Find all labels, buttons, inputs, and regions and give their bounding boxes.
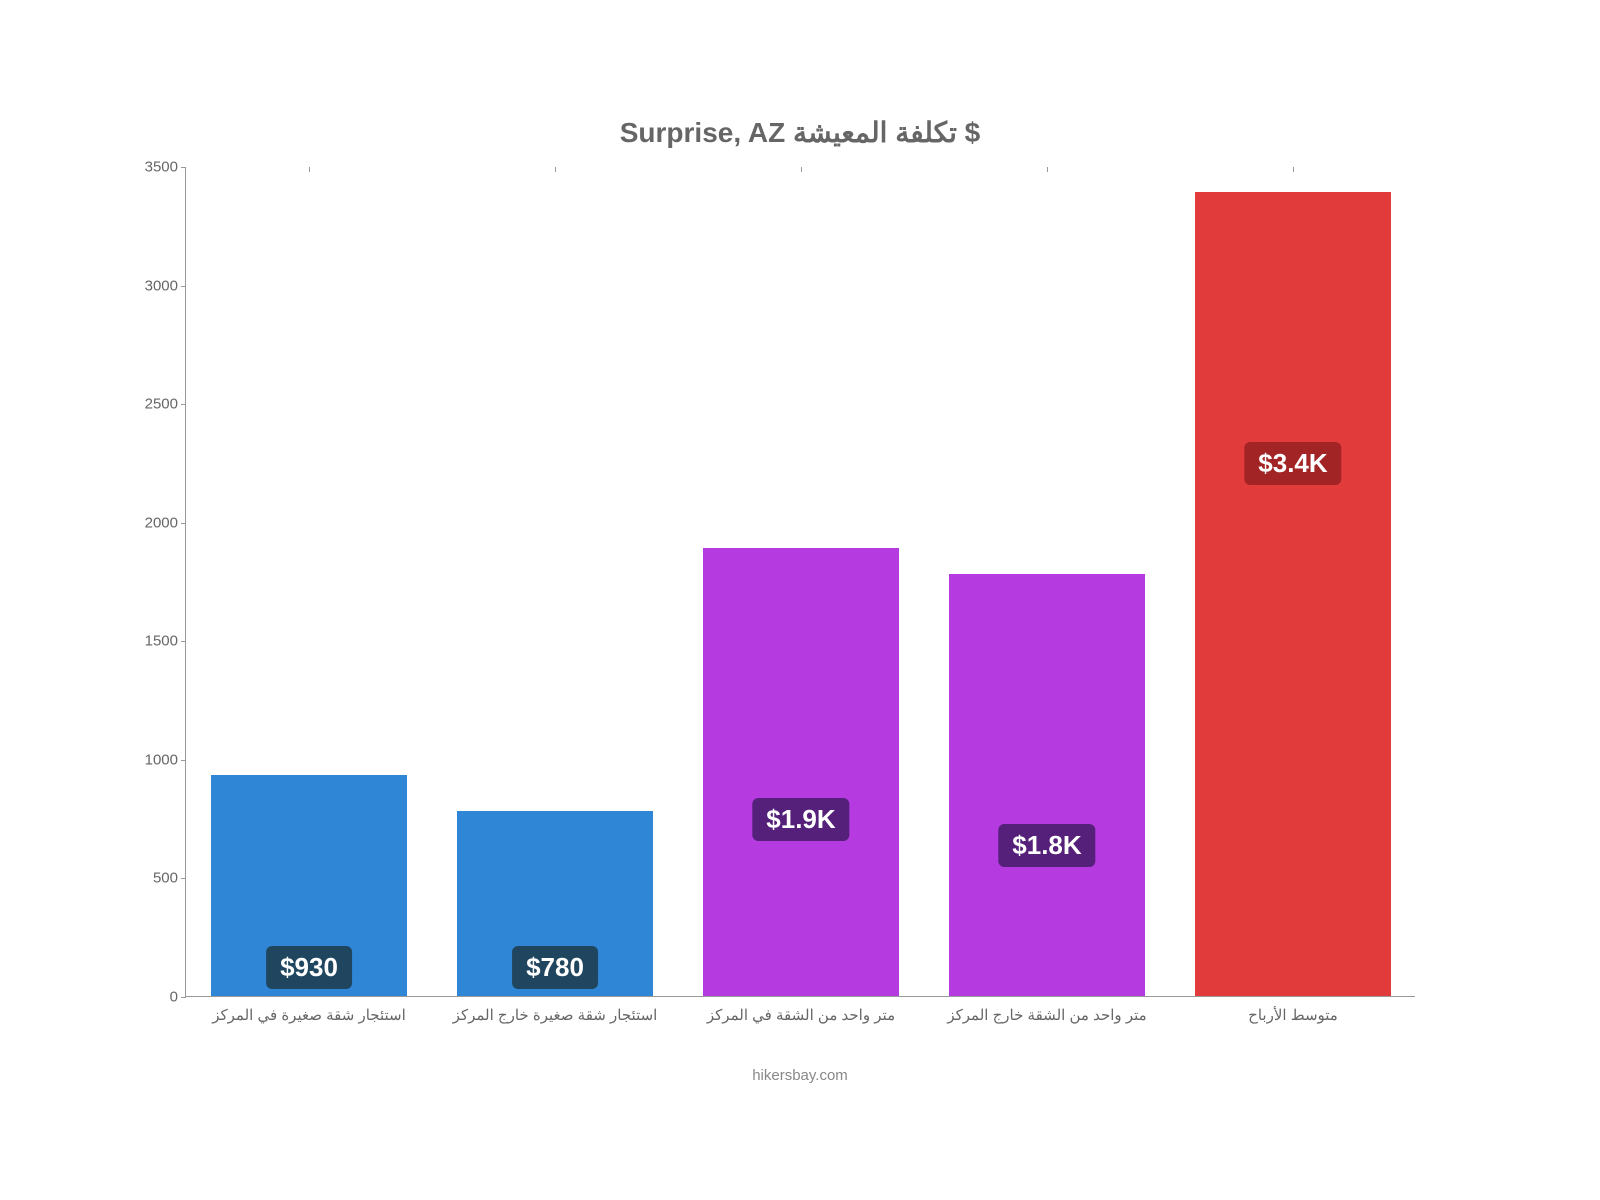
bar-value-badge: $1.8K	[998, 824, 1095, 867]
plot-area: 0500100015002000250030003500 $930$780$1.…	[185, 167, 1415, 997]
bars-group: $930 $780 $1.9K $1.8K $3.4K	[186, 167, 1415, 996]
chart-container: Surprise, AZ تكلفة المعيشة $ 05001000150…	[185, 116, 1415, 1084]
bar: $780	[457, 811, 654, 996]
x-tick-label: متر واحد من الشقة في المركز	[707, 996, 895, 1024]
y-tick-mark	[181, 997, 186, 998]
y-tick-label: 2500	[145, 396, 186, 413]
bar: $1.9K	[703, 548, 900, 996]
x-tick-label: استئجار شقة صغيرة في المركز	[212, 996, 406, 1024]
chart-source: hikersbay.com	[185, 1067, 1415, 1084]
x-tick-mark	[801, 167, 802, 172]
y-tick-label: 3500	[145, 159, 186, 176]
y-tick-label: 1500	[145, 633, 186, 650]
bar-value-badge: $3.4K	[1244, 442, 1341, 485]
x-tick-mark	[309, 167, 310, 172]
y-tick-label: 1000	[145, 751, 186, 768]
x-tick-label: متوسط الأرباح	[1248, 996, 1338, 1024]
y-tick-label: 2000	[145, 514, 186, 531]
bar-value-badge: $780	[512, 946, 598, 989]
x-tick-label: استئجار شقة صغيرة خارج المركز	[453, 996, 658, 1024]
chart-title: Surprise, AZ تكلفة المعيشة $	[185, 116, 1415, 149]
bar: $1.8K	[949, 574, 1146, 996]
bar: $3.4K	[1195, 192, 1392, 996]
bar-value-badge: $1.9K	[752, 798, 849, 841]
x-tick-mark	[1047, 167, 1048, 172]
x-tick-mark	[555, 167, 556, 172]
x-tick-label: متر واحد من الشقة خارج المركز	[947, 996, 1146, 1024]
x-tick-mark	[1293, 167, 1294, 172]
y-tick-label: 3000	[145, 277, 186, 294]
bar-value-badge: $930	[266, 946, 352, 989]
bar: $930	[211, 775, 408, 996]
